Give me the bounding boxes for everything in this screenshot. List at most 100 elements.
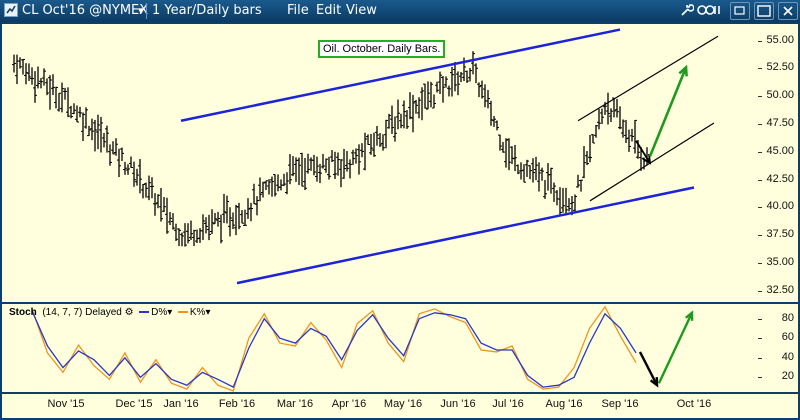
price-bar bbox=[345, 151, 349, 172]
price-bar bbox=[330, 150, 334, 163]
price-bar bbox=[144, 182, 148, 198]
price-bar bbox=[333, 151, 337, 180]
price-bar bbox=[183, 223, 187, 247]
menu-edit[interactable]: Edit bbox=[316, 3, 342, 18]
stoch-up-arrow-green-shaft bbox=[657, 312, 694, 384]
price-bar bbox=[498, 134, 502, 151]
time-tick-label: Mar '16 bbox=[276, 398, 314, 410]
price-bar bbox=[363, 132, 367, 171]
price-bar bbox=[528, 165, 532, 180]
price-bar bbox=[96, 114, 100, 150]
menu-file[interactable]: File bbox=[287, 3, 309, 18]
price-bar bbox=[273, 174, 277, 197]
k-dropdown-icon[interactable]: ▾ bbox=[205, 307, 211, 318]
price-bar bbox=[474, 63, 478, 84]
stoch-pane[interactable]: Stoch (14, 7, 7) Delayed ⚙ D%▾ K%▾ bbox=[2, 304, 758, 392]
price-bar bbox=[315, 156, 319, 182]
price-bar bbox=[342, 148, 346, 179]
price-bar bbox=[390, 105, 394, 134]
price-bar bbox=[216, 211, 220, 227]
price-bar bbox=[519, 162, 523, 180]
price-bar bbox=[618, 106, 622, 130]
stoch-tick-mark bbox=[758, 338, 762, 340]
price-bar bbox=[36, 66, 40, 89]
price-bar bbox=[492, 116, 496, 127]
d-legend-label: D% bbox=[151, 307, 168, 318]
price-bar bbox=[486, 89, 490, 109]
interval-label[interactable]: 1 Year/Daily bars bbox=[152, 3, 262, 18]
price-bar bbox=[222, 193, 226, 224]
link-icon[interactable] bbox=[697, 3, 723, 17]
down-arrow-head bbox=[641, 153, 652, 165]
price-bar bbox=[456, 71, 460, 96]
price-bar bbox=[255, 196, 259, 216]
k-legend-label: K% bbox=[189, 307, 206, 318]
price-bar bbox=[483, 84, 487, 108]
price-bar bbox=[552, 182, 556, 202]
title-bar: CL Oct'16 @NYMEX ▾ 1 Year/Daily bars Fil… bbox=[0, 0, 800, 22]
price-bar bbox=[141, 183, 145, 199]
stoch-params: (14, 7, 7) Delayed bbox=[42, 307, 122, 318]
price-bar bbox=[384, 119, 388, 149]
price-bar bbox=[102, 132, 106, 148]
price-bar bbox=[561, 187, 565, 213]
price-pane[interactable]: Oil. October. Daily Bars. bbox=[2, 24, 758, 302]
price-bar bbox=[321, 153, 325, 169]
stoch-tick-label: 80 bbox=[781, 311, 794, 324]
price-bar bbox=[327, 156, 331, 180]
price-bar bbox=[123, 161, 127, 175]
time-axis: Nov '15 Dec '15 Jan '16 Feb '16 Mar '16 Apr '… bbox=[2, 394, 798, 418]
price-bar bbox=[132, 161, 136, 187]
price-bar bbox=[180, 232, 184, 247]
maximize-button[interactable] bbox=[754, 2, 774, 20]
chart-annotation: Oil. October. Daily Bars. bbox=[318, 40, 446, 58]
price-bar bbox=[258, 177, 262, 202]
price-bar bbox=[429, 81, 433, 108]
price-tick-mark bbox=[758, 263, 762, 265]
channel-line bbox=[236, 186, 695, 285]
price-bar bbox=[288, 154, 292, 185]
wrench-icon[interactable] bbox=[680, 3, 694, 17]
price-bar bbox=[231, 212, 235, 230]
window-button[interactable] bbox=[730, 2, 750, 20]
price-bar bbox=[165, 197, 169, 234]
price-bar bbox=[201, 214, 205, 241]
stoch-down-arrow bbox=[638, 351, 659, 388]
price-bar bbox=[627, 129, 631, 152]
price-bar bbox=[45, 78, 49, 96]
stoch-settings-icon[interactable]: ⚙ bbox=[124, 307, 134, 318]
price-tick-label: 50.00 bbox=[766, 89, 794, 102]
price-bar bbox=[18, 57, 22, 69]
symbol-label[interactable]: CL Oct'16 @NYMEX bbox=[22, 3, 149, 18]
inner-channel-lower bbox=[589, 122, 715, 202]
price-bar bbox=[417, 97, 421, 119]
price-bar bbox=[84, 107, 88, 129]
time-tick-label: Nov '15 bbox=[47, 398, 85, 410]
price-bar bbox=[63, 87, 67, 100]
price-bar bbox=[276, 174, 280, 192]
close-button[interactable] bbox=[778, 2, 798, 20]
price-bar bbox=[621, 119, 625, 138]
price-bar bbox=[195, 229, 199, 244]
price-bar bbox=[48, 75, 52, 110]
price-bar bbox=[375, 125, 379, 146]
chart-type-icon[interactable] bbox=[4, 3, 18, 17]
time-tick-label: Dec '15 bbox=[115, 398, 153, 410]
d-dropdown-icon[interactable]: ▾ bbox=[167, 307, 173, 318]
price-bar bbox=[30, 67, 34, 85]
price-bar bbox=[237, 202, 241, 230]
menu-view[interactable]: View bbox=[346, 3, 377, 18]
symbol-dropdown-icon[interactable]: ▾ bbox=[138, 4, 144, 17]
inner-channel-upper bbox=[577, 35, 719, 122]
price-bar bbox=[198, 228, 202, 243]
price-bar bbox=[576, 174, 580, 188]
price-bar bbox=[510, 146, 514, 165]
price-bar bbox=[240, 210, 244, 224]
price-bar bbox=[54, 86, 58, 109]
price-bar bbox=[513, 144, 517, 172]
price-bar bbox=[366, 134, 370, 146]
price-bar bbox=[300, 152, 304, 187]
price-tick-label: 32.50 bbox=[766, 283, 794, 296]
price-bar bbox=[87, 125, 91, 137]
price-bar bbox=[171, 213, 175, 230]
